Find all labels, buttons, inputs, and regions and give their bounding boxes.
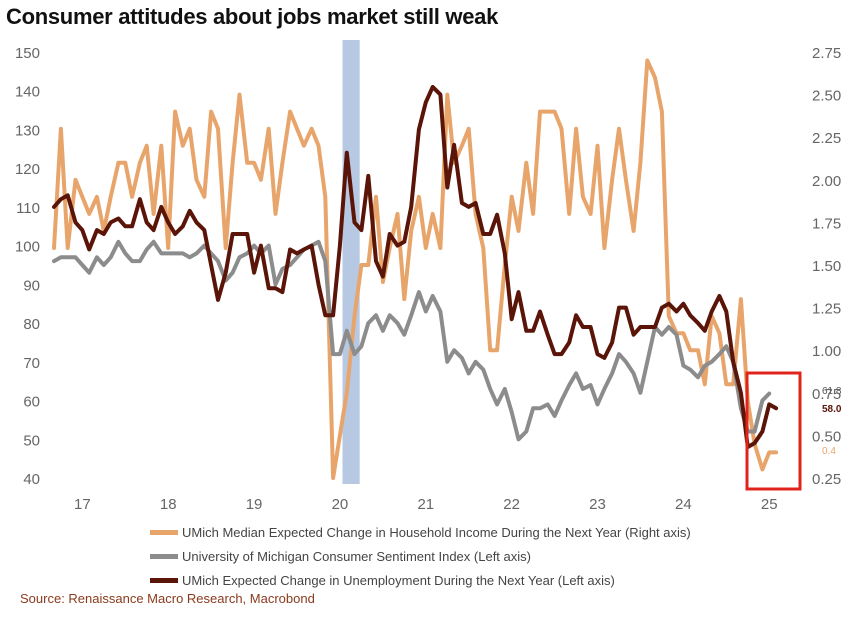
left-axis-tick: 50 <box>23 432 40 449</box>
left-axis-tick: 130 <box>15 122 40 139</box>
left-axis-tick: 40 <box>23 471 40 488</box>
legend-item-income: UMich Median Expected Change in Househol… <box>150 520 691 544</box>
left-axis-tick: 60 <box>23 394 40 411</box>
legend-item-sentiment: University of Michigan Consumer Sentimen… <box>150 544 691 568</box>
legend-swatch-income <box>150 529 178 535</box>
left-axis-tick: 110 <box>16 200 40 217</box>
legend-label-unemployment: UMich Expected Change in Unemployment Du… <box>182 572 615 588</box>
chart-title: Consumer attitudes about jobs market sti… <box>6 4 499 29</box>
x-axis-tick: 23 <box>589 496 606 513</box>
x-axis-tick: 24 <box>675 496 692 513</box>
right-axis-tick: 1.50 <box>812 258 841 275</box>
x-axis-tick: 21 <box>417 496 434 513</box>
legend-item-unemployment: UMich Expected Change in Unemployment Du… <box>150 568 691 592</box>
right-axis-tick: 1.00 <box>812 343 841 360</box>
right-axis-tick: 2.50 <box>812 88 841 105</box>
end-label-sentiment: 61.8 <box>822 386 842 397</box>
recession-band <box>342 40 360 484</box>
right-axis-tick: 0.50 <box>812 428 841 445</box>
legend: UMich Median Expected Change in Househol… <box>150 520 691 592</box>
unemployment-line <box>52 84 779 449</box>
x-axis-tick: 22 <box>503 496 520 513</box>
x-axis-tick: 17 <box>74 496 91 513</box>
left-axis-tick: 80 <box>23 316 40 333</box>
x-axis-tick: 20 <box>332 496 349 513</box>
right-axis-tick: 0.75 <box>812 386 841 403</box>
left-axis-tick: 70 <box>23 355 40 372</box>
income-line <box>52 58 779 480</box>
highlight-box <box>745 371 802 491</box>
left-axis-tick: 100 <box>15 239 40 256</box>
right-axis-tick: 1.25 <box>812 301 841 318</box>
source-note: Source: Renaissance Macro Research, Macr… <box>20 591 315 606</box>
right-axis-tick: 2.75 <box>812 45 841 62</box>
left-axis-tick: 90 <box>23 277 40 294</box>
end-label-unemployment: 58.0 <box>822 404 842 415</box>
left-axis-tick: 150 <box>15 45 40 62</box>
x-axis-tick: 18 <box>160 496 177 513</box>
right-axis-tick: 2.25 <box>812 130 841 147</box>
sentiment-line <box>52 239 772 442</box>
right-axis-tick: 1.75 <box>812 215 841 232</box>
right-axis-tick: 0.25 <box>812 471 841 488</box>
legend-swatch-unemployment <box>150 577 178 583</box>
left-axis-tick: 140 <box>15 84 40 101</box>
end-label-income: 0.4 <box>822 446 836 457</box>
x-axis-tick: 19 <box>246 496 263 513</box>
x-axis-tick: 25 <box>761 496 778 513</box>
legend-label-income: UMich Median Expected Change in Househol… <box>182 524 691 540</box>
right-axis-tick: 2.00 <box>812 173 841 190</box>
left-axis-tick: 120 <box>15 161 40 178</box>
legend-swatch-sentiment <box>150 553 178 559</box>
legend-label-sentiment: University of Michigan Consumer Sentimen… <box>182 548 531 564</box>
